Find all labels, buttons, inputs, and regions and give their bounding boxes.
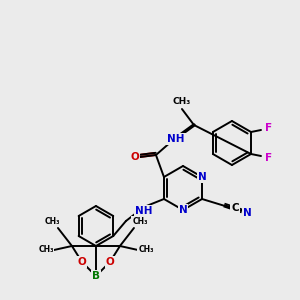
Text: N: N <box>243 208 251 218</box>
Text: N: N <box>178 205 188 215</box>
Text: CH₃: CH₃ <box>132 217 148 226</box>
Text: NH: NH <box>135 206 153 216</box>
Text: NH: NH <box>167 134 185 144</box>
Text: O: O <box>78 257 86 267</box>
Text: O: O <box>106 257 114 267</box>
Text: C: C <box>231 203 239 213</box>
Text: O: O <box>130 152 139 162</box>
Text: CH₃: CH₃ <box>38 245 54 254</box>
Text: F: F <box>266 153 273 163</box>
Text: CH₃: CH₃ <box>44 217 60 226</box>
Text: CH₃: CH₃ <box>138 245 154 254</box>
Text: N: N <box>198 172 206 182</box>
Text: B: B <box>92 271 100 281</box>
Text: CH₃: CH₃ <box>173 98 191 106</box>
Text: F: F <box>266 123 273 133</box>
